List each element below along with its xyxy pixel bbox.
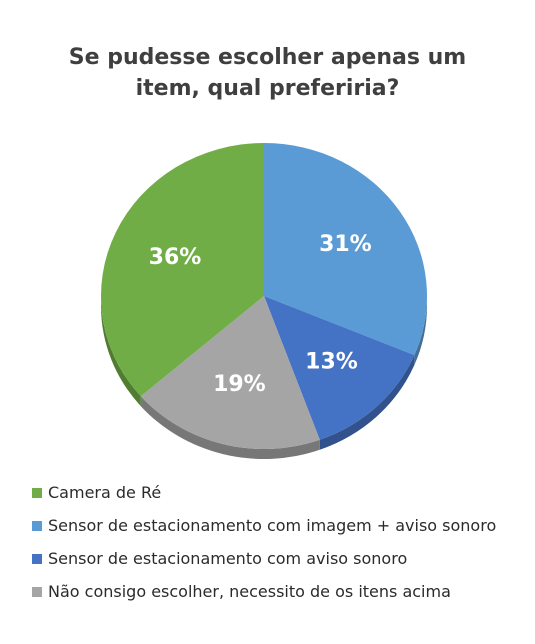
pie-slice-0 — [264, 143, 428, 356]
pie-slice-side-0 — [414, 296, 428, 366]
legend-label-1: Sensor de estacionamento com aviso sonor… — [48, 549, 408, 568]
data-label-2: 19% — [213, 372, 266, 397]
pie-slice-3 — [100, 143, 264, 397]
legend-item-0: Sensor de estacionamento com imagem + av… — [32, 509, 527, 542]
chart-title-line-2: item, qual preferiria? — [135, 76, 400, 101]
legend-swatch-0 — [32, 520, 42, 531]
legend-swatch-2 — [32, 586, 42, 597]
legend-item-1: Sensor de estacionamento com aviso sonor… — [32, 542, 527, 575]
legend-item-3: Camera de Ré — [32, 476, 527, 509]
legend-swatch-1 — [32, 553, 42, 564]
chart-title: Se pudesse escolher apenas um item, qual… — [20, 42, 515, 104]
legend-label-3: Camera de Ré — [48, 483, 162, 502]
legend-swatch-3 — [32, 487, 42, 498]
pie-slice-side-2 — [140, 396, 320, 460]
data-label-0: 31% — [319, 232, 372, 257]
pie-slice-side-1 — [319, 355, 415, 450]
legend: Camera de Ré Sensor de estacionamento com… — [32, 476, 527, 608]
data-label-1: 13% — [305, 349, 358, 374]
pie-slice-side-3 — [101, 296, 141, 407]
legend-item-2: Não consigo escolher, necessito de os it… — [32, 575, 527, 608]
chart-title-line-1: Se pudesse escolher apenas um — [68, 45, 467, 70]
pie-slice-2 — [140, 296, 320, 449]
data-label-3: 36% — [149, 245, 202, 270]
legend-label-2: Não consigo escolher, necessito de os it… — [48, 582, 451, 601]
legend-label-0: Sensor de estacionamento com imagem + av… — [48, 516, 497, 535]
pie-slice-1 — [264, 296, 415, 440]
pie-side-walls — [101, 296, 428, 460]
